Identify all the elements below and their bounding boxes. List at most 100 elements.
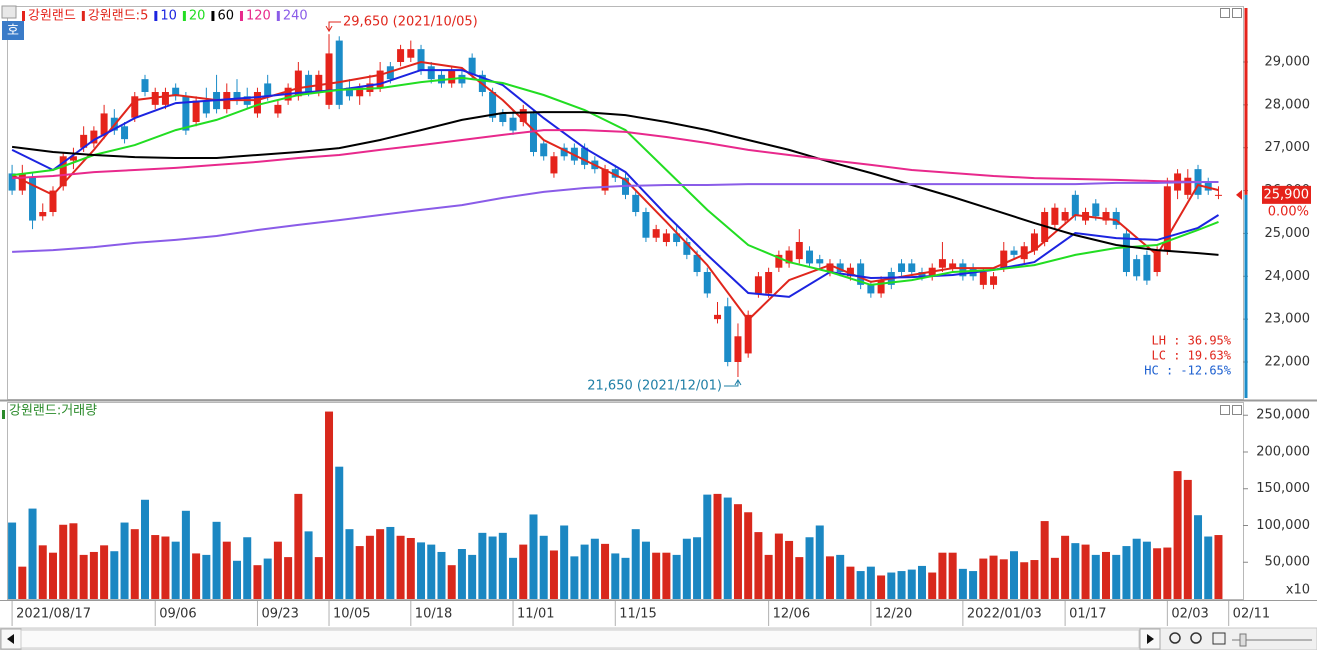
candle-body	[1112, 212, 1120, 225]
candle-body	[1143, 254, 1151, 281]
volume-bar	[529, 514, 538, 599]
candle-body	[1122, 233, 1130, 272]
candle-body	[949, 263, 957, 268]
volume-bar	[1102, 551, 1111, 599]
candle-body	[69, 156, 77, 161]
volume-bar	[376, 529, 385, 599]
x-tick-label: 10/18	[415, 607, 452, 622]
legend-entry: 120	[246, 9, 271, 24]
price-pointer	[1236, 189, 1242, 200]
candle-body	[1061, 212, 1069, 221]
candle-body	[632, 194, 640, 212]
volume-bar	[1153, 548, 1162, 599]
legend-icon	[239, 11, 243, 21]
x-tick-label: 10/05	[333, 607, 370, 622]
volume-legend: 강원랜드:거래량	[9, 404, 97, 419]
x-tick-label: 02/11	[1233, 607, 1270, 622]
volume-bar	[917, 565, 926, 599]
volume-bar	[325, 411, 334, 599]
volume-bar	[396, 535, 405, 599]
zoom-in[interactable]	[1190, 632, 1202, 644]
candle-body	[785, 250, 793, 264]
volume-bar	[785, 540, 794, 599]
candle-body	[509, 117, 517, 131]
volume-unit: x10	[1286, 583, 1310, 598]
arrow-icon	[7, 634, 14, 644]
volume-bar	[498, 532, 507, 599]
volume-bar	[8, 522, 17, 599]
candle-body	[938, 259, 946, 268]
volume-bar	[795, 557, 804, 599]
volume-bar	[1040, 521, 1049, 599]
candle-body	[734, 336, 742, 362]
x-tick-label: 12/20	[875, 607, 912, 622]
volume-bar	[1050, 557, 1059, 599]
volume-bar	[570, 556, 579, 599]
volume-bar	[672, 554, 681, 599]
zoom-handle[interactable]	[1239, 633, 1247, 647]
legend-icon	[276, 11, 280, 21]
candle-body	[979, 272, 987, 285]
window-button[interactable]	[1220, 405, 1230, 415]
candle-body	[376, 70, 384, 88]
volume-bar	[151, 535, 160, 599]
window-button[interactable]	[1220, 8, 1230, 18]
volume-bar	[406, 537, 415, 599]
candle-body	[161, 92, 169, 105]
scroll-track[interactable]	[20, 629, 1140, 649]
volume-bar	[345, 529, 354, 599]
volume-bar	[703, 494, 712, 599]
candle-body	[1010, 250, 1018, 255]
volume-bar	[509, 557, 518, 599]
volume-bar	[856, 571, 865, 599]
candle-body	[529, 113, 537, 152]
volume-panel-frame	[7, 402, 1244, 600]
volume-bar	[948, 552, 957, 599]
volume-bar	[825, 556, 834, 599]
y-tick-label: 22,000	[1265, 355, 1311, 370]
zoom-out[interactable]	[1169, 632, 1181, 644]
mode-button[interactable]	[2, 21, 24, 40]
close-button[interactable]	[1232, 405, 1242, 415]
moving-average-line	[11, 111, 1219, 256]
volume-bar	[1091, 554, 1100, 599]
annotation-arrow	[734, 379, 742, 386]
volume-bar	[764, 554, 773, 599]
candle-body	[192, 100, 200, 122]
y-tick-label: 23,000	[1265, 312, 1311, 327]
volume-bar	[641, 541, 650, 599]
moving-average-line	[11, 76, 1219, 286]
volume-bar	[907, 569, 916, 599]
legend-entry: 10	[160, 9, 177, 24]
candle-body	[100, 113, 108, 135]
candle-body	[18, 173, 26, 191]
candle-body	[560, 147, 568, 157]
x-tick-label: 11/15	[619, 607, 656, 622]
volume-bar	[1163, 547, 1172, 599]
volume-bar	[171, 541, 180, 599]
candle-body	[877, 280, 885, 294]
candle-body	[49, 190, 57, 212]
candle-body	[693, 254, 701, 272]
candle-body	[233, 92, 241, 101]
volume-bar	[253, 565, 262, 599]
y-tick-label: 100,000	[1256, 518, 1310, 533]
volume-bar	[233, 560, 242, 599]
candle-body	[1163, 186, 1171, 251]
x-tick-label: 02/03	[1171, 607, 1208, 622]
close-button[interactable]	[1232, 8, 1242, 18]
volume-bar	[999, 559, 1008, 599]
volume-bar	[192, 553, 201, 599]
candle-body	[335, 40, 343, 105]
legend-icon	[2, 410, 5, 419]
volume-bar	[1061, 535, 1070, 599]
zoom-reset[interactable]	[1212, 632, 1226, 645]
mode-button-label[interactable]: 호	[7, 24, 19, 39]
volume-bar	[427, 544, 436, 599]
y-tick-label: 24,000	[1265, 269, 1311, 284]
price-change-label: 0.00%	[1268, 204, 1309, 219]
volume-bar	[846, 566, 855, 599]
volume-bar	[1112, 554, 1121, 599]
volume-bar	[38, 545, 47, 599]
volume-bar	[447, 565, 456, 599]
